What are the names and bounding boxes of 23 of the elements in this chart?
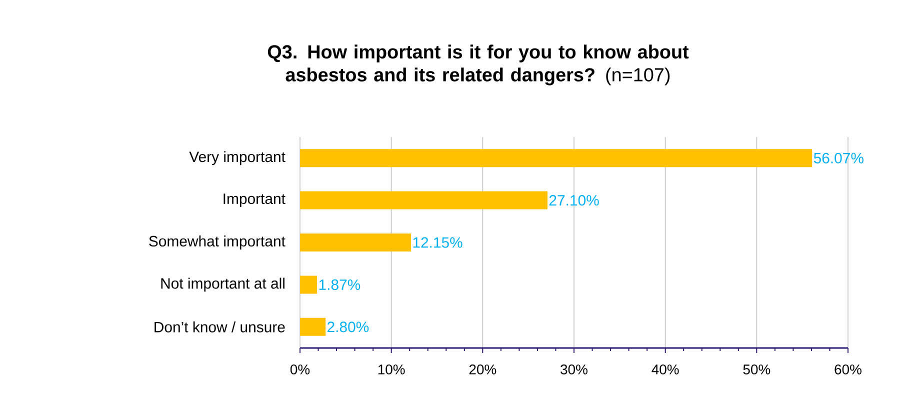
x-tick-label: 60% bbox=[834, 364, 862, 374]
bar bbox=[300, 149, 812, 168]
x-tick-label: 40% bbox=[652, 364, 679, 374]
x-tick-label: 10% bbox=[378, 364, 405, 374]
y-tick-label: Important bbox=[224, 194, 286, 207]
data-label: 27.10% bbox=[549, 195, 599, 206]
bar bbox=[300, 276, 318, 294]
data-label: 1.87% bbox=[319, 279, 360, 290]
bar bbox=[300, 191, 548, 210]
chart-title: Q3. How important is it for you to know about asbestos and its related dangers? (n=107) bbox=[268, 44, 689, 86]
y-tick-label: Don’t know / unsure bbox=[154, 321, 285, 332]
x-tick-label: 30% bbox=[560, 364, 588, 374]
bar bbox=[300, 234, 411, 252]
bar bbox=[300, 318, 326, 336]
data-label: 56.07% bbox=[814, 152, 864, 164]
y-tick-label: Somewhat important bbox=[149, 236, 286, 250]
data-label: 12.15% bbox=[413, 237, 462, 248]
x-tick-label: 50% bbox=[743, 364, 770, 374]
y-tick-label: Very important bbox=[189, 151, 286, 166]
y-tick-label: Not important at all bbox=[161, 278, 284, 292]
x-tick-label: 0% bbox=[290, 364, 310, 374]
data-label: 2.80% bbox=[328, 322, 369, 332]
x-tick-label: 20% bbox=[469, 364, 496, 374]
